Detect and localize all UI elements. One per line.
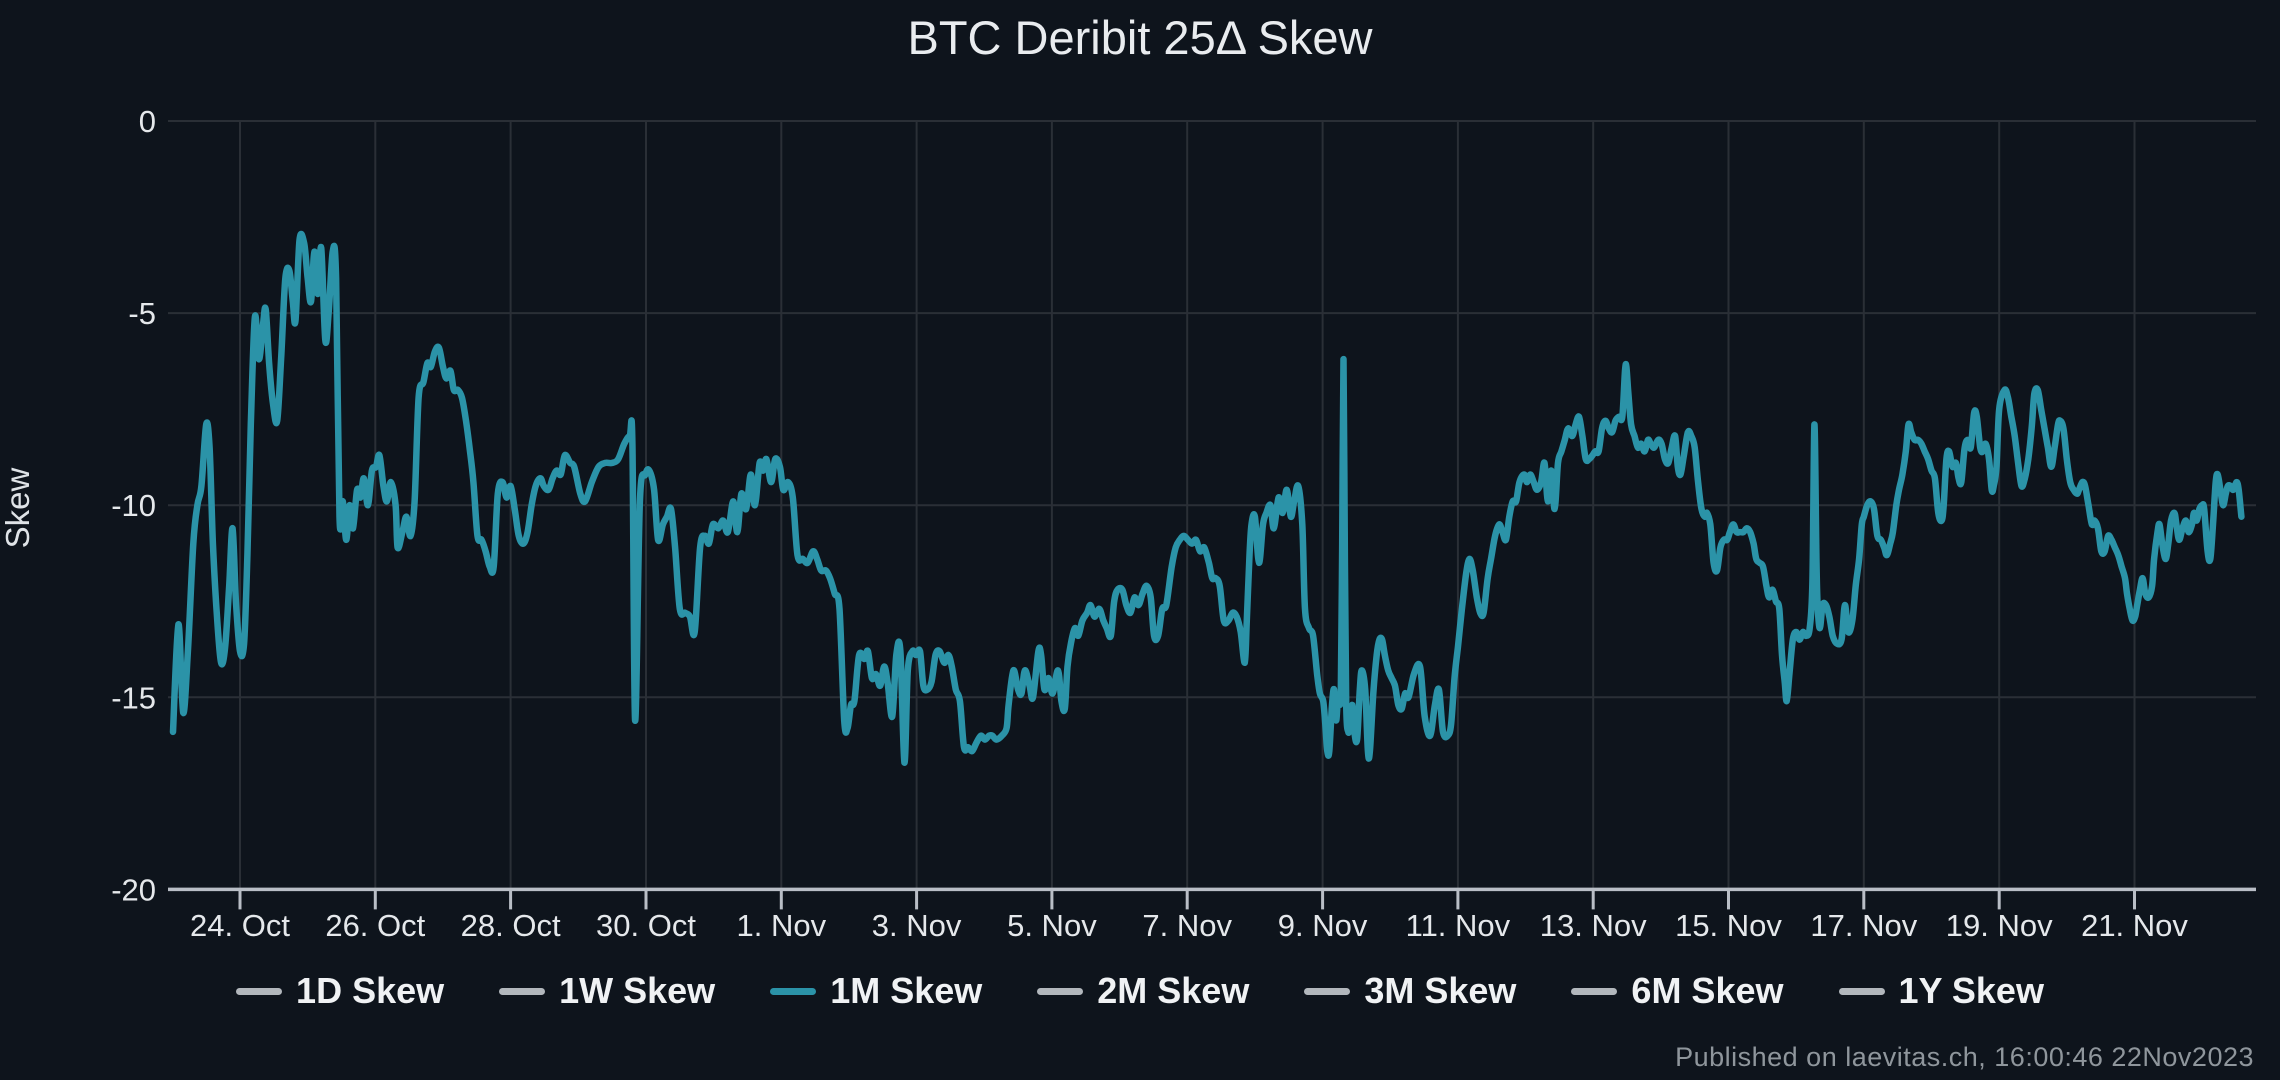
legend-dash-icon (1838, 987, 1885, 995)
x-axis-label: 28. Oct (461, 908, 561, 943)
y-axis-label: -5 (128, 296, 156, 331)
x-axis-label: 7. Nov (1142, 908, 1232, 943)
y-axis-label: -10 (111, 488, 156, 523)
legend-item-label: 6M Skew (1631, 970, 1784, 1011)
x-axis-label: 5. Nov (1007, 908, 1097, 943)
x-axis-label: 9. Nov (1278, 908, 1368, 943)
x-axis-label: 24. Oct (190, 908, 290, 943)
x-axis-label: 3. Nov (872, 908, 962, 943)
x-axis-ticks (238, 889, 2136, 910)
y-axis-label: -15 (111, 680, 156, 715)
legend-dash-icon (236, 987, 283, 995)
x-axis-label: 30. Oct (596, 908, 696, 943)
legend-dash-icon (499, 987, 546, 995)
legend-item-label: 1M Skew (830, 970, 983, 1011)
x-axis-label: 21. Nov (2081, 908, 2188, 943)
legend-item-3m-skew[interactable]: 3M Skew (1304, 970, 1516, 1012)
y-axis-label: 0 (139, 104, 156, 139)
vertical-gridlines (239, 121, 2136, 890)
x-axis-label: 11. Nov (1406, 908, 1511, 943)
legend-item-label: 1D Skew (296, 970, 445, 1011)
legend-item-2m-skew[interactable]: 2M Skew (1037, 970, 1249, 1012)
publisher-attribution: Published on laevitas.ch, 16:00:46 22Nov… (1675, 1042, 2254, 1072)
legend-item-1y-skew[interactable]: 1Y Skew (1838, 970, 2044, 1012)
chart-title: BTC Deribit 25Δ Skew (907, 11, 1373, 64)
y-axis-labels: 0 -5 -10 -15 -20 (111, 104, 156, 907)
horizontal-gridlines (168, 120, 2256, 699)
legend: 1D Skew 1W Skew 1M Skew 2M Skew 3M Skew 6M Sk… (0, 970, 2280, 1012)
legend-item-label: 1W Skew (559, 970, 716, 1011)
legend-dash-icon (1037, 987, 1084, 995)
legend-item-label: 1Y Skew (1898, 970, 2044, 1011)
x-axis-label: 17. Nov (1810, 908, 1917, 943)
y-axis-label: -20 (111, 872, 156, 907)
x-axis-label: 15. Nov (1675, 908, 1782, 943)
legend-item-6m-skew[interactable]: 6M Skew (1571, 970, 1784, 1012)
x-axis-label: 13. Nov (1540, 908, 1647, 943)
legend-item-1w-skew[interactable]: 1W Skew (499, 970, 715, 1012)
legend-dash-icon (1571, 987, 1618, 995)
legend-item-label: 3M Skew (1364, 970, 1517, 1011)
legend-dash-icon (1304, 987, 1351, 995)
x-axis-label: 1. Nov (736, 908, 826, 943)
x-axis-label: 26. Oct (325, 908, 425, 943)
legend-item-1m-skew[interactable]: 1M Skew (770, 970, 982, 1012)
1m-skew-series-line[interactable] (169, 230, 2245, 766)
x-axis-labels: 24. Oct 26. Oct 28. Oct 30. Oct 1. Nov 3. Nov… (190, 908, 2188, 943)
legend-item-label: 2M Skew (1097, 970, 1250, 1011)
legend-dash-icon (770, 987, 817, 995)
legend-item-1d-skew[interactable]: 1D Skew (236, 970, 444, 1012)
x-axis-label: 19. Nov (1946, 908, 2053, 943)
